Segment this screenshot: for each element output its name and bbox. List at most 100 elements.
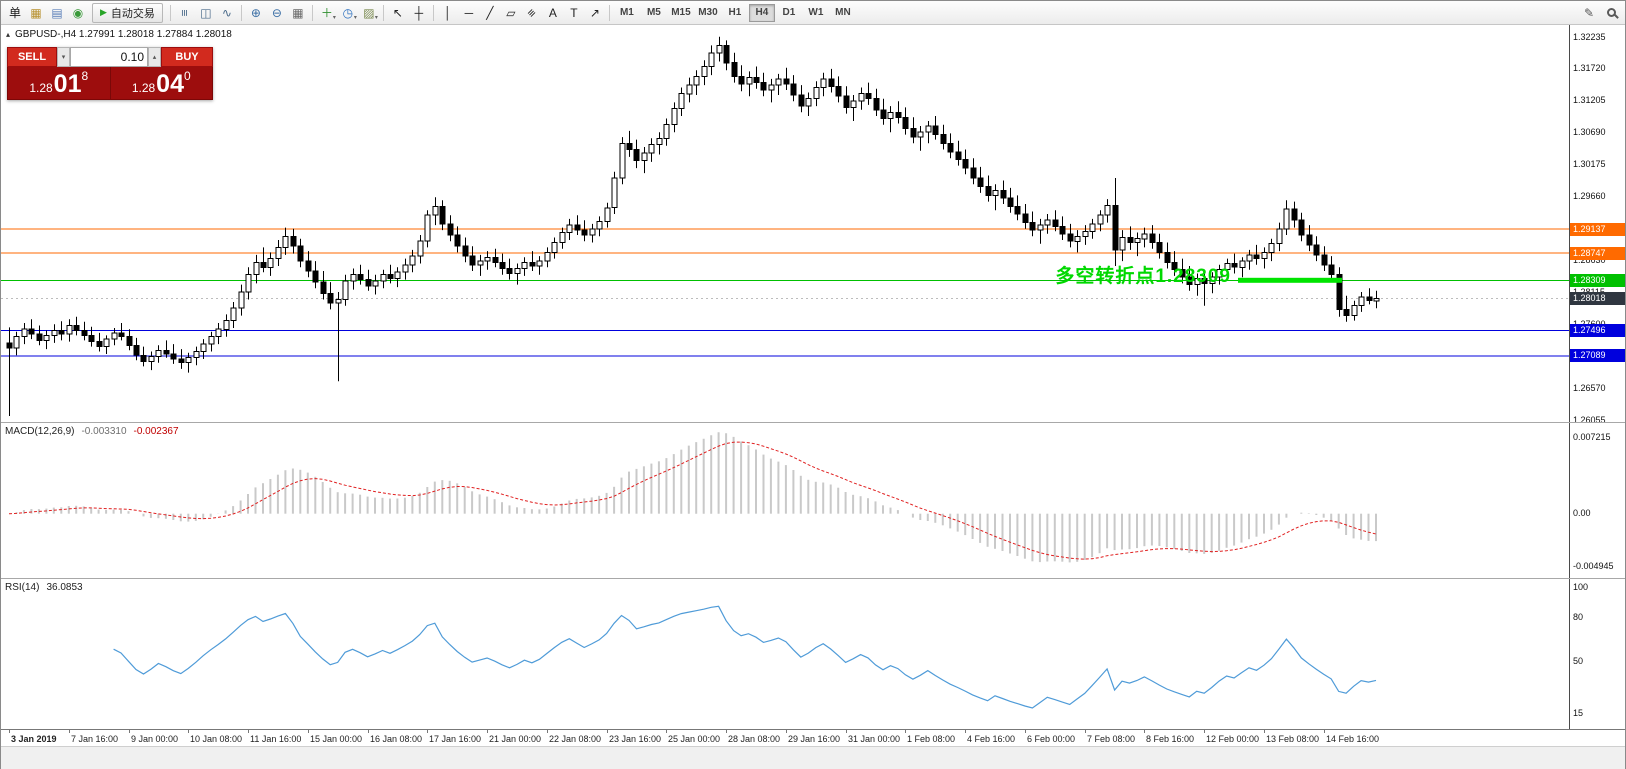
macd-name: MACD(12,26,9)	[5, 426, 75, 437]
time-axis-tick	[248, 730, 249, 733]
timeframe-mn-button[interactable]: MN	[830, 4, 856, 22]
time-axis-tick	[726, 730, 727, 733]
time-axis-label: 1 Feb 08:00	[907, 734, 956, 744]
toolbar-separator	[608, 4, 610, 21]
marketwatch-icon[interactable]: ◉	[68, 3, 88, 23]
templates-icon[interactable]: ▨ ▾	[359, 3, 379, 23]
price-axis-label: 1.31205	[1573, 95, 1606, 106]
price-axis-label: 1.29660	[1573, 191, 1606, 202]
rsi-label: RSI(14) 36.0853	[5, 582, 83, 593]
indicators-icon[interactable]: ＋ ▾	[317, 3, 337, 23]
indicators-icon: ＋	[320, 5, 333, 20]
sell-price[interactable]: 1.28 01 8	[8, 67, 110, 99]
fibonacci-icon[interactable]: ≡	[522, 3, 542, 23]
time-axis-label: 21 Jan 00:00	[489, 734, 542, 744]
text-label-icon[interactable]: T	[564, 3, 584, 23]
timeframe-m5-button[interactable]: M5	[641, 4, 667, 22]
candlestick-chart-icon[interactable]: ◫	[196, 3, 216, 23]
time-axis-label: 13 Feb 08:00	[1266, 734, 1320, 744]
volume-spinner-icon[interactable]: ▴	[148, 47, 161, 67]
timeframe-m15-button[interactable]: M15	[668, 4, 694, 22]
zoom-out-icon[interactable]: ⊖	[267, 3, 287, 23]
time-axis-label: 28 Jan 08:00	[728, 734, 781, 744]
arrows-icon[interactable]: ↗	[585, 3, 605, 23]
time-axis-label: 9 Jan 00:00	[131, 734, 179, 744]
cursor-icon[interactable]: ↖	[388, 3, 408, 23]
crosshair-icon[interactable]: ┼	[409, 3, 429, 23]
price-divider	[109, 67, 111, 99]
tile-windows-icon: ▦	[292, 5, 304, 20]
rsi-chart[interactable]	[1, 579, 1571, 729]
collapse-trade-panel-icon[interactable]: ▴	[6, 30, 11, 39]
macd-axis-label: -0.004945	[1573, 560, 1614, 571]
autotrading-button[interactable]: ▶ 自动交易	[92, 2, 163, 23]
timeframe-d1-button[interactable]: D1	[776, 4, 802, 22]
toolbar-separator	[382, 4, 384, 21]
price-chart-panel: ▴ GBPUSD-,H4 1.27991 1.28018 1.27884 1.2…	[1, 25, 1625, 422]
timeframe-w1-button[interactable]: W1	[803, 4, 829, 22]
profiles-icon: ▤	[51, 5, 63, 20]
vertical-line-icon[interactable]: │	[438, 3, 458, 23]
zoom-in-icon: ⊕	[250, 5, 261, 20]
sell-button[interactable]: SELL	[7, 47, 57, 67]
macd-chart[interactable]	[1, 423, 1571, 578]
time-axis[interactable]: 3 Jan 2019 7 Jan 16:00 9 Jan 00:00 10 Jan 0…	[1, 729, 1625, 746]
line-chart-icon[interactable]: ∿	[217, 3, 237, 23]
time-axis-label: 29 Jan 16:00	[788, 734, 841, 744]
macd-axis[interactable]: 0.007215 0.00 -0.004945	[1569, 423, 1625, 578]
price-axis[interactable]: 1.32235 1.31720 1.31205 1.30690 1.30175 1.296…	[1569, 25, 1625, 422]
toolbar-objects-group: ↖ ┼ │ ─ ╱ ▱ ≡ A T ↗	[388, 3, 605, 23]
turning-point-annotation[interactable]: 多空转折点1.28309	[1055, 266, 1231, 287]
play-icon: ▶	[100, 7, 107, 17]
candlestick-chart[interactable]	[1, 25, 1571, 422]
macd-axis-label: 0.007215	[1573, 431, 1611, 442]
ohlc-bars-icon: ≡	[177, 8, 192, 17]
timeframe-m1-button[interactable]: M1	[614, 4, 640, 22]
equidistant-channel-icon[interactable]: ▱	[501, 3, 521, 23]
timeframe-h1-button[interactable]: H1	[722, 4, 748, 22]
rsi-axis-label: 80	[1573, 611, 1584, 622]
price-level-badge: 1.28309	[1570, 273, 1625, 287]
zoom-out-icon: ⊖	[271, 5, 282, 20]
time-axis-label: 31 Jan 00:00	[848, 734, 901, 744]
macd-panel: MACD(12,26,9) -0.003310 -0.002367 0.0072…	[1, 422, 1625, 578]
time-axis-label: 3 Jan 2019	[11, 734, 57, 744]
macd-signal-value: -0.002367	[133, 426, 179, 437]
edit-compose-icon: ✎	[1583, 5, 1595, 20]
search-icon[interactable]	[1601, 3, 1621, 23]
sell-dropdown-caret-icon[interactable]: ▾	[57, 47, 70, 67]
periods-icon[interactable]: ◷ ▾	[338, 3, 358, 23]
line-chart-icon: ∿	[221, 5, 232, 20]
cursor-icon: ↖	[392, 5, 403, 20]
new-order-button[interactable]: 单	[5, 3, 25, 23]
buy-button[interactable]: BUY	[161, 47, 213, 67]
timeframe-m30-button[interactable]: M30	[695, 4, 721, 22]
macd-axis-label: 0.00	[1573, 508, 1591, 519]
profiles-icon[interactable]: ▤	[47, 3, 67, 23]
time-axis-tick	[1264, 730, 1265, 733]
edit-compose-icon[interactable]: ✎	[1579, 3, 1599, 23]
chart-window-icon[interactable]: ▦	[26, 3, 46, 23]
time-axis-label: 23 Jan 16:00	[609, 734, 662, 744]
rsi-axis[interactable]: 100 80 50 15	[1569, 579, 1625, 729]
time-axis-tick	[1324, 730, 1325, 733]
zoom-in-icon[interactable]: ⊕	[246, 3, 266, 23]
time-axis-label: 6 Feb 00:00	[1027, 734, 1076, 744]
ohlc-bars-icon[interactable]: ≡	[175, 3, 195, 23]
horizontal-line-icon[interactable]: ─	[459, 3, 479, 23]
text-icon[interactable]: A	[543, 3, 563, 23]
tile-windows-icon[interactable]: ▦	[288, 3, 308, 23]
price-level-badge: 1.29137	[1570, 222, 1625, 236]
macd-label: MACD(12,26,9) -0.003310 -0.002367	[5, 426, 179, 437]
time-axis-label: 25 Jan 00:00	[668, 734, 721, 744]
search-icon	[1606, 8, 1616, 17]
buy-price[interactable]: 1.28 04 0	[111, 67, 213, 99]
time-axis-tick	[368, 730, 369, 733]
timeframe-h4-button[interactable]: H4	[748, 3, 775, 22]
time-axis-tick	[607, 730, 608, 733]
toolbar-chart-group: ≡ ◫ ∿ ⊕ ⊖ ▦ ＋ ▾ ◷ ▾ ▨ ▾	[175, 3, 379, 23]
trendline-icon[interactable]: ╱	[480, 3, 500, 23]
time-axis-tick	[846, 730, 847, 733]
volume-input[interactable]: 0.10	[70, 47, 148, 67]
rsi-panel: RSI(14) 36.0853 100 80 50 15	[1, 578, 1625, 729]
